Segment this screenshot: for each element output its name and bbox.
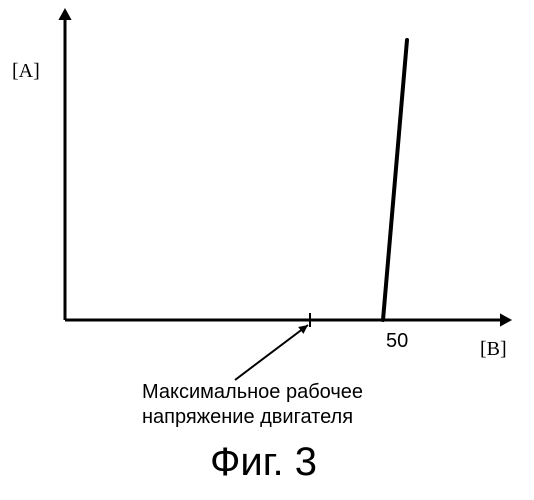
x-tick-50-label: 50 bbox=[386, 330, 408, 353]
figure-caption: Фиг. 3 bbox=[210, 440, 317, 485]
x-axis-label: [B] bbox=[480, 338, 507, 361]
y-axis-label: [A] bbox=[12, 60, 40, 83]
max-voltage-annotation: Максимальное рабочее напряжение двигател… bbox=[142, 380, 363, 430]
annotation-line-2: напряжение двигателя bbox=[142, 405, 363, 430]
annotation-line-1: Максимальное рабочее bbox=[142, 380, 363, 405]
figure-container: { "chart": { "type": "line", "canvas": {… bbox=[0, 0, 534, 500]
